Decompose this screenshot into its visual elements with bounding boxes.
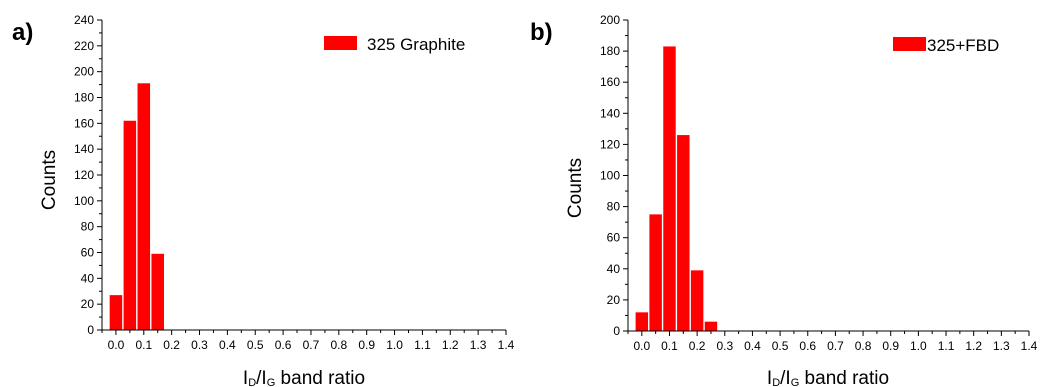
panel-a: a) Counts ID/IG band ratio 325 Graphite … [12,13,515,387]
panel-label-b: b) [530,19,553,46]
y-tick-label-a-5: 100 [74,194,94,208]
y-tick-label-b-5: 100 [600,169,620,183]
y-tick-label-a-10: 200 [74,65,94,79]
bar-a-2 [137,83,151,331]
y-tick-label-a-8: 160 [74,116,94,130]
y-tick-label-a-3: 60 [81,246,95,260]
x-tick-label-b-14: 1.4 [1021,339,1038,353]
x-tick-label-a-2: 0.2 [163,338,180,352]
x-tick-label-b-5: 0.5 [772,339,789,353]
legend-label-b: 325+FBD [927,36,999,55]
x-tick-label-a-4: 0.4 [219,338,236,352]
legend-label-a: 325 Graphite [367,35,465,54]
x-tick-label-b-8: 0.8 [855,339,872,353]
x-tick-label-a-10: 1.0 [386,338,403,352]
x-tick-label-b-13: 1.3 [993,339,1010,353]
y-tick-label-b-0: 0 [613,324,620,338]
x-tick-label-a-8: 0.8 [330,338,347,352]
y-tick-label-b-2: 40 [607,262,621,276]
x-tick-label-b-11: 1.1 [938,339,955,353]
plot-area-b: 0 20 40 60 80 100 120 140 160 180 200 0.0 0.1 0.2 0.3 0… [600,13,1038,353]
x-tick-label-b-7: 0.7 [827,339,844,353]
bar-a-3 [151,253,164,330]
x-tick-label-a-0: 0.0 [108,338,125,352]
x-tick-label-b-12: 1.2 [965,339,982,353]
panel-b: b) Counts ID/IG band ratio 325+FBD 0 20 40… [530,13,1038,387]
bar-a-1 [123,120,137,330]
x-tick-label-a-1: 0.1 [135,338,152,352]
x-tick-label-a-14: 1.4 [498,338,515,352]
svg-text:Counts: Counts [565,158,586,218]
y-tick-label-a-12: 240 [74,13,94,27]
y-tick-label-b-6: 120 [600,137,620,151]
x-tick-label-b-0: 0.0 [633,339,650,353]
x-tick-label-a-3: 0.3 [191,338,208,352]
x-tick-label-b-3: 0.3 [716,339,733,353]
x-tick-label-b-10: 1.0 [910,339,927,353]
y-tick-label-a-4: 80 [81,220,95,234]
legend-a: 325 Graphite [324,35,465,54]
x-tick-label-a-9: 0.9 [358,338,375,352]
legend-swatch-a [324,36,357,50]
y-axis-label-a: Counts [39,150,60,210]
x-tick-label-a-13: 1.3 [470,338,487,352]
bar-b-0 [635,312,649,331]
y-tick-label-b-3: 60 [607,231,621,245]
x-tick-label-a-12: 1.2 [442,338,459,352]
x-tick-label-a-6: 0.6 [275,338,292,352]
y-tick-label-a-11: 220 [74,39,94,53]
x-axis-label-b: ID/IG band ratio [767,368,889,387]
bar-a-0 [109,295,123,330]
y-tick-label-b-7: 140 [600,106,620,120]
svg-text:Counts: Counts [39,150,60,210]
y-tick-label-a-0: 0 [87,323,94,337]
x-axis-label-a: ID/IG band ratio [243,368,365,387]
x-tick-label-b-2: 0.2 [689,339,706,353]
y-tick-label-b-8: 160 [600,75,620,89]
x-tick-label-b-1: 0.1 [661,339,678,353]
bar-b-1 [649,214,662,331]
bar-b-2 [663,46,676,332]
bar-b-4 [690,270,704,331]
legend-b: 325+FBD [893,36,999,55]
x-tick-label-a-7: 0.7 [303,338,320,352]
plot-area-a: 0 20 40 60 80 100 120 140 160 180 200 220 240 0.0 0.1 0… [74,13,515,352]
y-tick-label-b-10: 200 [600,13,620,27]
svg-text:ID/IG band ratio: ID/IG band ratio [243,368,365,387]
y-tick-label-a-1: 20 [81,297,95,311]
x-tick-label-a-11: 1.1 [414,338,431,352]
y-tick-label-a-6: 120 [74,168,94,182]
panel-label-a: a) [12,19,33,46]
svg-text:ID/IG band ratio: ID/IG band ratio [767,368,889,387]
x-tick-label-b-4: 0.4 [744,339,761,353]
y-tick-label-b-1: 20 [607,293,621,307]
y-axis-label-b: Counts [565,158,586,218]
bar-b-5 [704,321,718,331]
x-tick-label-a-5: 0.5 [247,338,264,352]
y-tick-label-b-4: 80 [607,200,621,214]
x-tick-label-b-6: 0.6 [799,339,816,353]
legend-swatch-b [893,37,926,51]
y-tick-label-a-9: 180 [74,91,94,105]
x-tick-label-b-9: 0.9 [882,339,899,353]
y-tick-label-a-2: 40 [81,271,95,285]
bar-b-3 [677,135,690,331]
y-tick-label-b-9: 180 [600,44,620,58]
y-tick-label-a-7: 140 [74,142,94,156]
